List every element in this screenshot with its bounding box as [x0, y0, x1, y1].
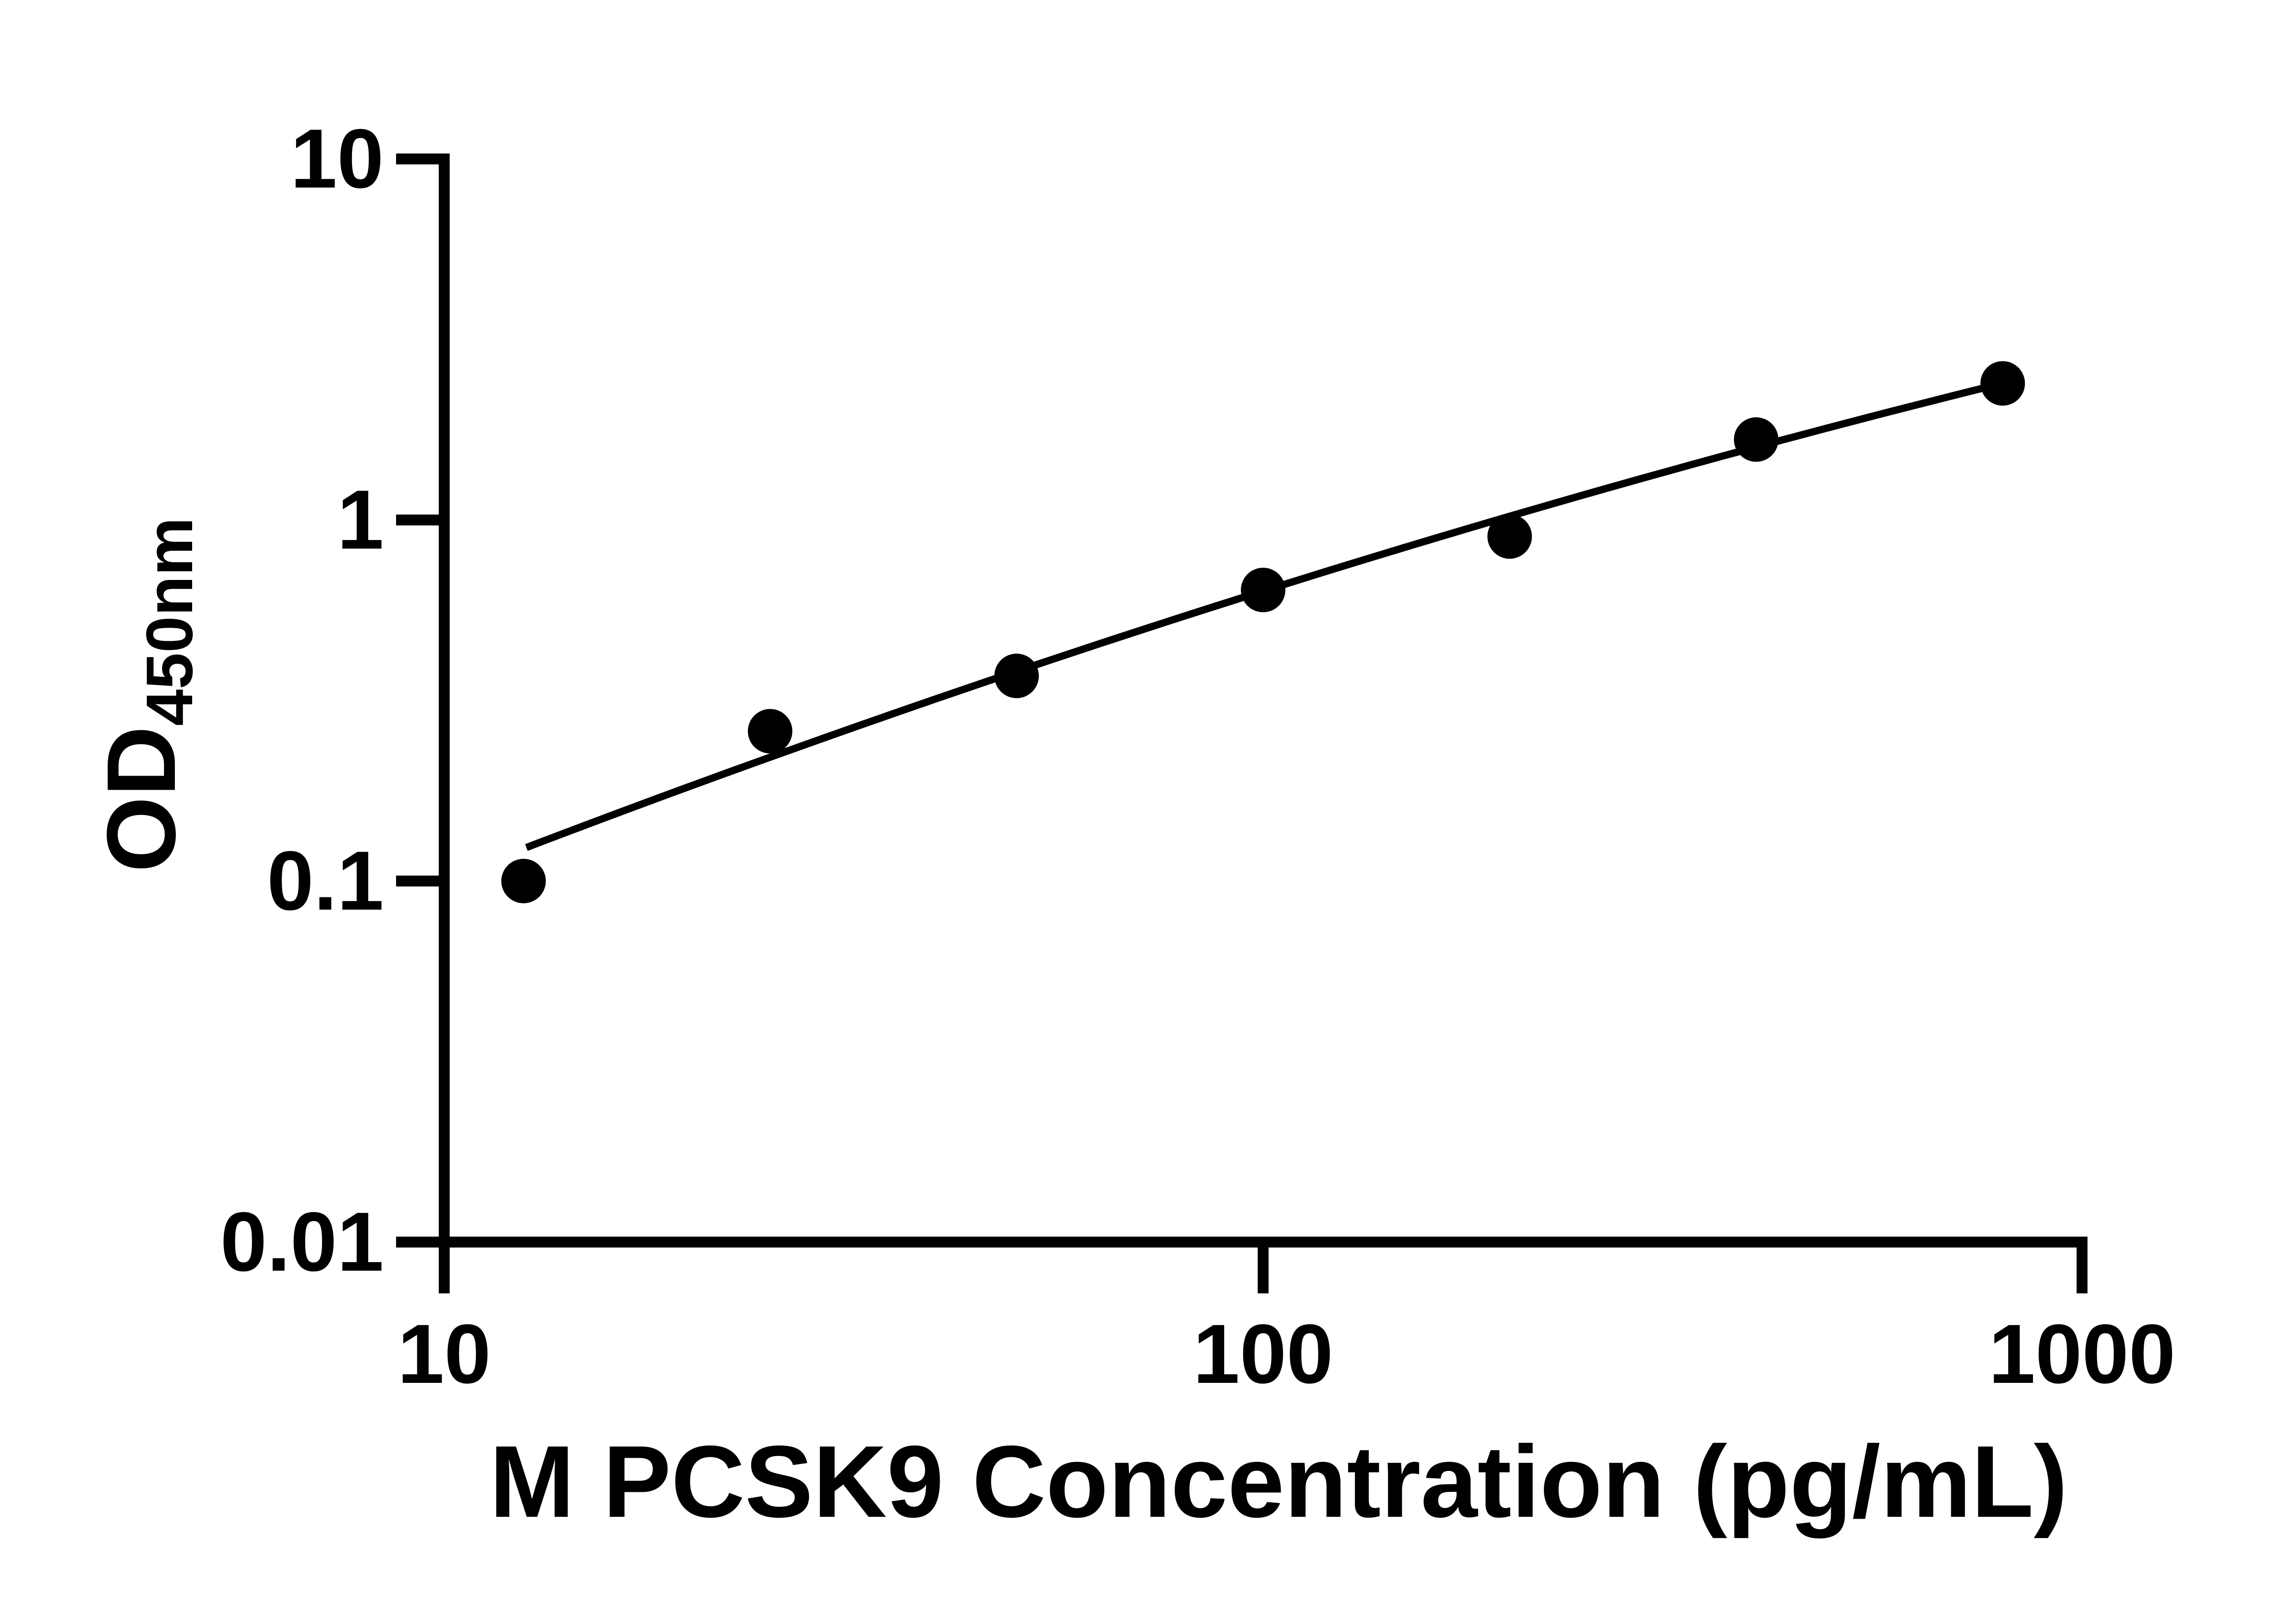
x-tick-label: 10 [397, 1307, 491, 1401]
y-axis-title-subscript: 450nm [133, 517, 206, 726]
y-tick-label: 10 [290, 112, 384, 206]
y-axis-title: OD450nm [86, 517, 206, 872]
data-point [748, 709, 793, 754]
x-tick-label: 1000 [1988, 1307, 2176, 1401]
y-axis-title-main: OD [86, 726, 196, 872]
y-tick-label: 1 [337, 473, 384, 567]
data-point [501, 859, 546, 903]
x-tick-labels-group: 10 100 1000 [397, 1307, 2176, 1401]
data-point [1241, 568, 1285, 613]
x-ticks-group [439, 1242, 2088, 1293]
y-tick-label: 0.01 [220, 1195, 384, 1289]
y-ticks-group [396, 153, 444, 1248]
trendline-curve [525, 380, 2004, 851]
plot-area [501, 361, 2025, 903]
data-point [1487, 514, 1532, 559]
data-point [994, 654, 1039, 698]
data-points-group [501, 361, 2025, 903]
x-tick-label: 100 [1193, 1307, 1334, 1401]
axes [396, 153, 2088, 1293]
data-point [1734, 417, 1779, 462]
x-axis-title: M PCSK9 Concentration (pg/mL) [490, 1424, 2068, 1539]
y-tick-label: 0.1 [267, 834, 384, 928]
data-point [1980, 361, 2025, 406]
y-tick-labels-group: 10 1 0.1 0.01 [220, 112, 384, 1289]
